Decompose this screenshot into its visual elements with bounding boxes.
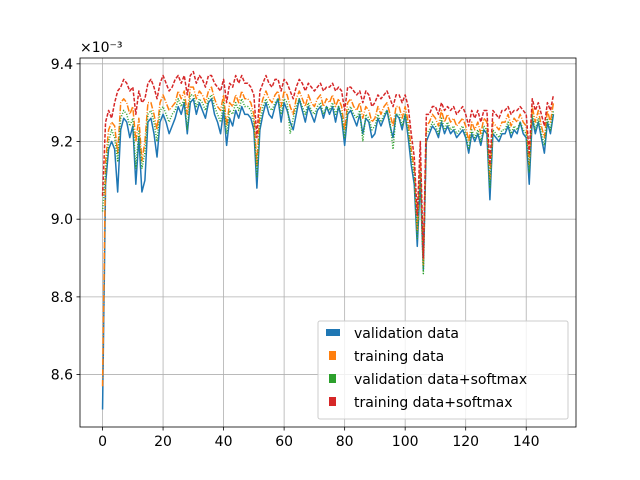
series-line-4	[101, 70, 555, 259]
series-line-2	[101, 86, 555, 387]
x-tick-label: 60	[275, 434, 293, 450]
x-tick-label: 40	[215, 434, 233, 450]
x-tick-label: 0	[98, 434, 107, 450]
y-offset-label: ×10⁻³	[80, 40, 123, 56]
legend-label: training data+softmax	[354, 395, 512, 411]
legend: validation data training data validation d…	[317, 320, 569, 420]
legend-label: validation data+softmax	[354, 372, 527, 388]
x-tick-label: 120	[452, 434, 479, 450]
legend-swatch	[329, 374, 336, 383]
grid-lines	[80, 58, 576, 427]
legend-swatch	[329, 397, 336, 406]
legend-label: training data	[354, 349, 444, 365]
series-lines	[101, 70, 555, 410]
legend-swatch	[326, 329, 340, 336]
y-tick-label: 9.2	[51, 135, 73, 151]
axis-ticks: 0 20 40 60 80 100 120 140 8.6 8.8 9.0 9.2 9.4	[51, 57, 540, 450]
x-tick-label: 20	[154, 434, 172, 450]
series-line-1	[101, 98, 555, 410]
y-tick-label: 9.0	[51, 212, 73, 228]
y-tick-label: 9.4	[51, 57, 73, 73]
x-tick-label: 80	[336, 434, 354, 450]
series-line-3	[101, 94, 555, 275]
plot-frame	[79, 57, 577, 428]
x-tick-label: 100	[392, 434, 419, 450]
legend-label: validation data	[354, 326, 459, 342]
y-tick-label: 8.6	[51, 368, 73, 384]
legend-swatch	[329, 351, 336, 360]
y-tick-label: 8.8	[51, 290, 73, 306]
legend-box	[317, 320, 569, 420]
x-tick-label: 140	[513, 434, 540, 450]
